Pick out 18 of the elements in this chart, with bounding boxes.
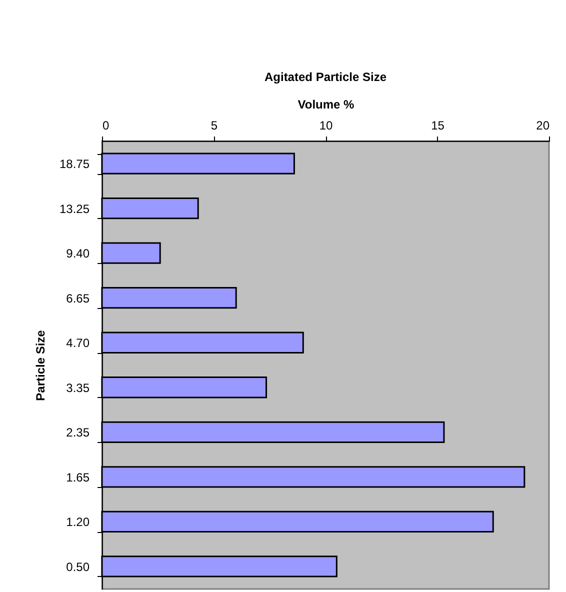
y-tick-label: 6.65 — [66, 291, 90, 306]
y-tick-label: 2.35 — [66, 426, 90, 440]
chart-title: Agitated Particle Size — [264, 70, 387, 84]
x-axis-title: Volume % — [298, 98, 355, 112]
y-axis-title: Particle Size — [33, 330, 48, 401]
x-tick-label: 20 — [536, 118, 550, 132]
y-tick-label: 1.65 — [66, 470, 90, 484]
x-tick-label: 0 — [102, 118, 110, 132]
y-tick-label: 9.40 — [66, 246, 90, 261]
y-tick-label: 1.20 — [66, 515, 90, 530]
y-tick-label: 13.25 — [59, 202, 90, 216]
y-tick-label: 4.70 — [66, 336, 90, 350]
y-tick-label: 0.50 — [66, 560, 90, 574]
x-tick-label: 10 — [319, 118, 333, 132]
y-tick-label: 3.35 — [66, 380, 90, 395]
x-tick-label: 5 — [210, 118, 218, 132]
y-tick-label: 18.75 — [59, 157, 90, 172]
x-tick-label: 15 — [431, 118, 445, 132]
